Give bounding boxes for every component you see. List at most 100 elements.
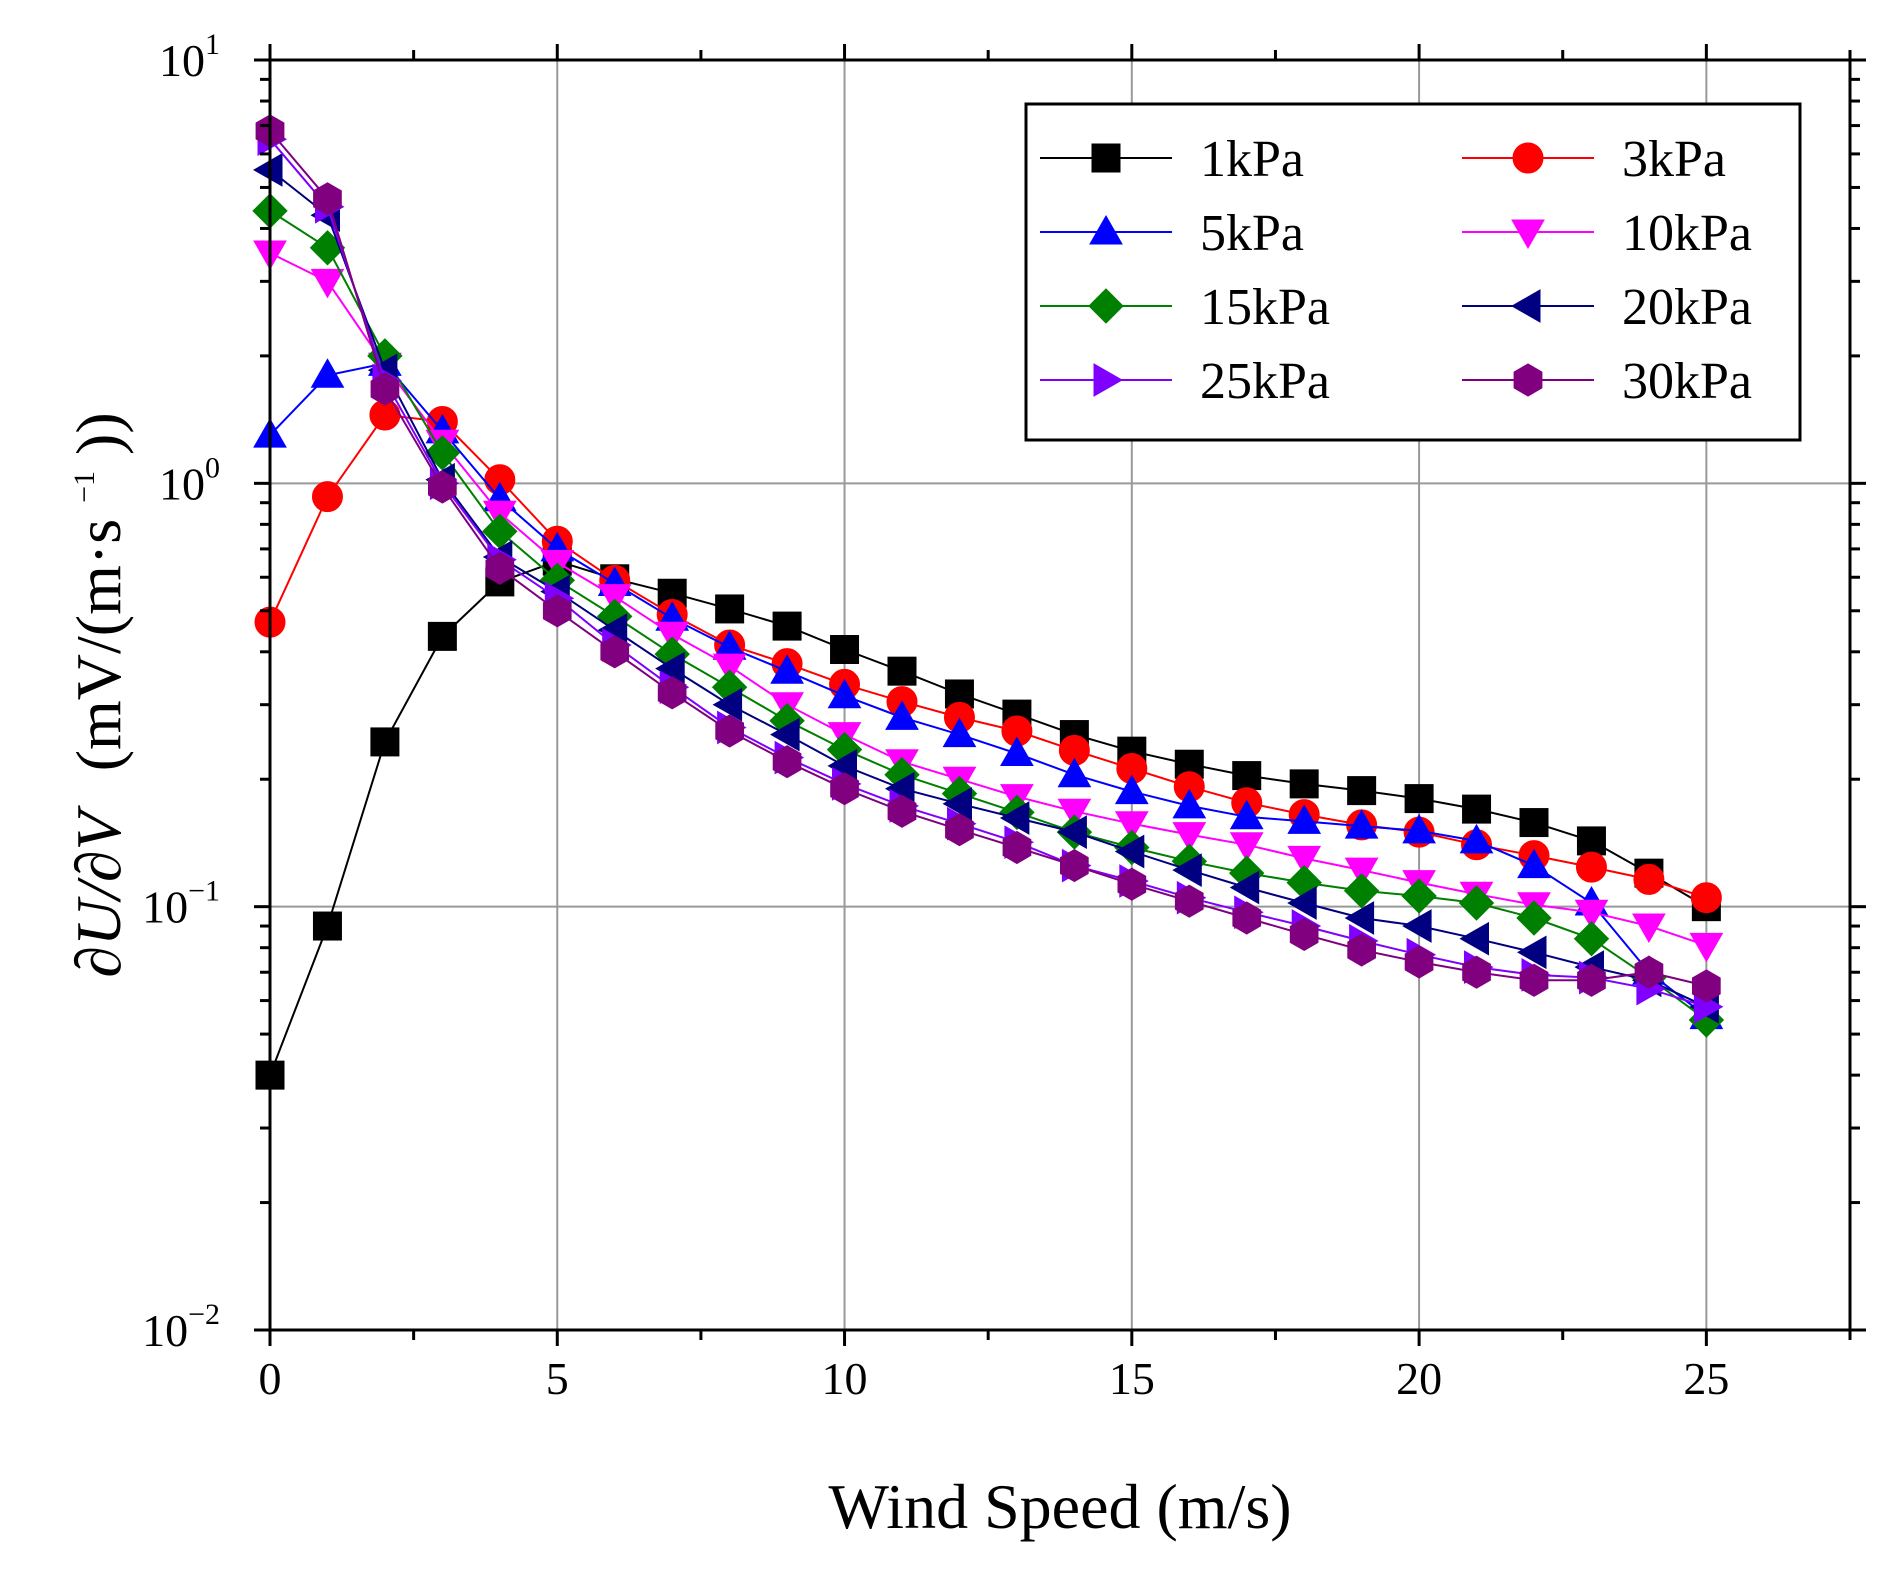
y-tick-label-base: 10 xyxy=(159,458,205,509)
x-tick-label: 20 xyxy=(1396,1353,1442,1404)
data-point-1kpa xyxy=(830,635,860,665)
data-point-1kpa xyxy=(887,656,917,686)
series-line-5kpa xyxy=(269,362,1708,1018)
y-tick-label-base: 10 xyxy=(142,882,188,933)
series-line-3kpa xyxy=(269,413,1707,899)
data-point-1kpa xyxy=(427,621,457,651)
data-point-1kpa xyxy=(1519,808,1549,838)
data-point-1kpa xyxy=(1404,784,1434,814)
data-point-1kpa xyxy=(1576,826,1606,856)
data-point-1kpa xyxy=(312,911,342,941)
data-point-30kpa xyxy=(428,470,457,504)
series-5kpa xyxy=(253,346,1724,1030)
legend: 1kPa 3kPa 5kPa 10kPa 15kPa 20kPa 25kPa 30kPa xyxy=(1024,102,1802,442)
data-point-30kpa xyxy=(1577,963,1606,997)
legend-label-15kpa: 15kPa xyxy=(1200,279,1330,336)
data-point-30kpa xyxy=(1232,901,1262,935)
axis-ticks xyxy=(254,44,1866,1346)
legend-label-3kpa: 3kPa xyxy=(1622,131,1726,188)
data-point-5kpa xyxy=(1057,757,1092,788)
y-tick-label-exponent: −2 xyxy=(188,1298,220,1331)
data-point-20kpa xyxy=(1229,870,1260,905)
data-point-30kpa xyxy=(1117,867,1147,901)
data-point-30kpa xyxy=(370,372,400,406)
data-point-30kpa xyxy=(313,182,342,216)
data-point-5kpa xyxy=(942,717,977,748)
data-point-30kpa xyxy=(600,635,630,669)
data-point-5kpa xyxy=(885,700,919,730)
legend-label-20kpa: 20kPa xyxy=(1622,279,1752,336)
legend-item-1kpa: 1kPa xyxy=(1040,131,1304,188)
legend-item-5kpa: 5kPa xyxy=(1040,205,1304,262)
data-point-10kpa xyxy=(1057,798,1092,829)
y-tick-label-exponent: 1 xyxy=(205,28,220,61)
data-point-10kpa xyxy=(1689,932,1724,963)
data-point-1kpa xyxy=(1289,769,1319,799)
data-point-5kpa xyxy=(1402,813,1436,844)
data-point-3kpa xyxy=(1575,851,1607,883)
data-point-30kpa xyxy=(1289,917,1319,951)
legend-item-25kpa: 25kPa xyxy=(1040,353,1330,410)
y-tick-label-base: 10 xyxy=(159,35,205,86)
data-point-20kpa xyxy=(1516,935,1547,970)
y-axis-title-derivative: ∂U/∂V xyxy=(63,804,134,977)
series-layer xyxy=(252,114,1725,1090)
data-point-1kpa xyxy=(1462,794,1492,824)
data-point-30kpa xyxy=(1002,830,1032,865)
series-30kpa xyxy=(255,114,1721,1003)
legend-label-1kpa: 1kPa xyxy=(1200,131,1304,188)
legend-label-25kpa: 25kPa xyxy=(1200,353,1330,410)
data-point-15kpa xyxy=(1343,873,1380,909)
data-point-30kpa xyxy=(1404,945,1434,979)
data-point-10kpa xyxy=(1114,811,1149,841)
data-point-30kpa xyxy=(1347,933,1376,967)
y-tick-label: 10−1 xyxy=(142,875,220,933)
data-point-20kpa xyxy=(252,153,283,187)
y-axis-title-units: (mV/(m·s xyxy=(63,519,134,771)
data-point-15kpa xyxy=(1573,920,1610,957)
data-point-30kpa xyxy=(542,594,572,628)
y-tick-label: 101 xyxy=(159,28,220,86)
data-point-5kpa xyxy=(1229,799,1264,830)
data-point-20kpa xyxy=(1344,901,1375,935)
data-point-5kpa xyxy=(770,654,804,684)
data-point-20kpa xyxy=(999,801,1030,835)
data-point-10kpa xyxy=(310,268,345,299)
data-point-5kpa xyxy=(827,678,862,709)
legend-marker-25kpa xyxy=(1093,363,1124,397)
legend-marker-3kpa xyxy=(1512,142,1544,174)
data-point-1kpa xyxy=(715,594,745,624)
data-point-10kpa xyxy=(597,584,632,614)
data-point-10kpa xyxy=(1344,857,1379,888)
data-point-1kpa xyxy=(370,727,400,757)
data-point-15kpa xyxy=(1401,878,1437,914)
y-tick-label-base: 10 xyxy=(142,1305,188,1356)
x-tick-label: 5 xyxy=(546,1353,569,1404)
y-axis-title: ∂U/∂V (mV/(m·s −1 )) xyxy=(37,412,134,977)
data-point-20kpa xyxy=(1459,921,1489,956)
legend-marker-1kpa xyxy=(1091,143,1121,173)
legend-item-3kpa: 3kPa xyxy=(1462,131,1726,188)
data-point-30kpa xyxy=(772,745,802,779)
data-point-15kpa xyxy=(1516,900,1552,936)
data-point-30kpa xyxy=(715,714,744,748)
x-axis-title: Wind Speed (m/s) xyxy=(828,1471,1291,1542)
data-point-20kpa xyxy=(1057,815,1087,849)
data-point-20kpa xyxy=(1287,886,1317,920)
data-point-20kpa xyxy=(712,687,743,722)
data-point-30kpa xyxy=(657,676,687,710)
data-point-10kpa xyxy=(1172,822,1207,852)
legend-item-10kpa: 10kPa xyxy=(1462,205,1752,262)
legend-item-15kpa: 15kPa xyxy=(1040,279,1330,336)
legend-label-5kpa: 5kPa xyxy=(1200,205,1304,262)
data-point-5kpa xyxy=(1517,848,1551,879)
data-point-30kpa xyxy=(1462,955,1491,989)
legend-marker-15kpa xyxy=(1088,288,1124,324)
data-point-15kpa xyxy=(1458,885,1495,921)
data-point-10kpa xyxy=(1287,845,1322,876)
data-point-5kpa xyxy=(1172,788,1207,819)
data-point-5kpa xyxy=(310,358,345,388)
data-point-30kpa xyxy=(1692,969,1721,1003)
